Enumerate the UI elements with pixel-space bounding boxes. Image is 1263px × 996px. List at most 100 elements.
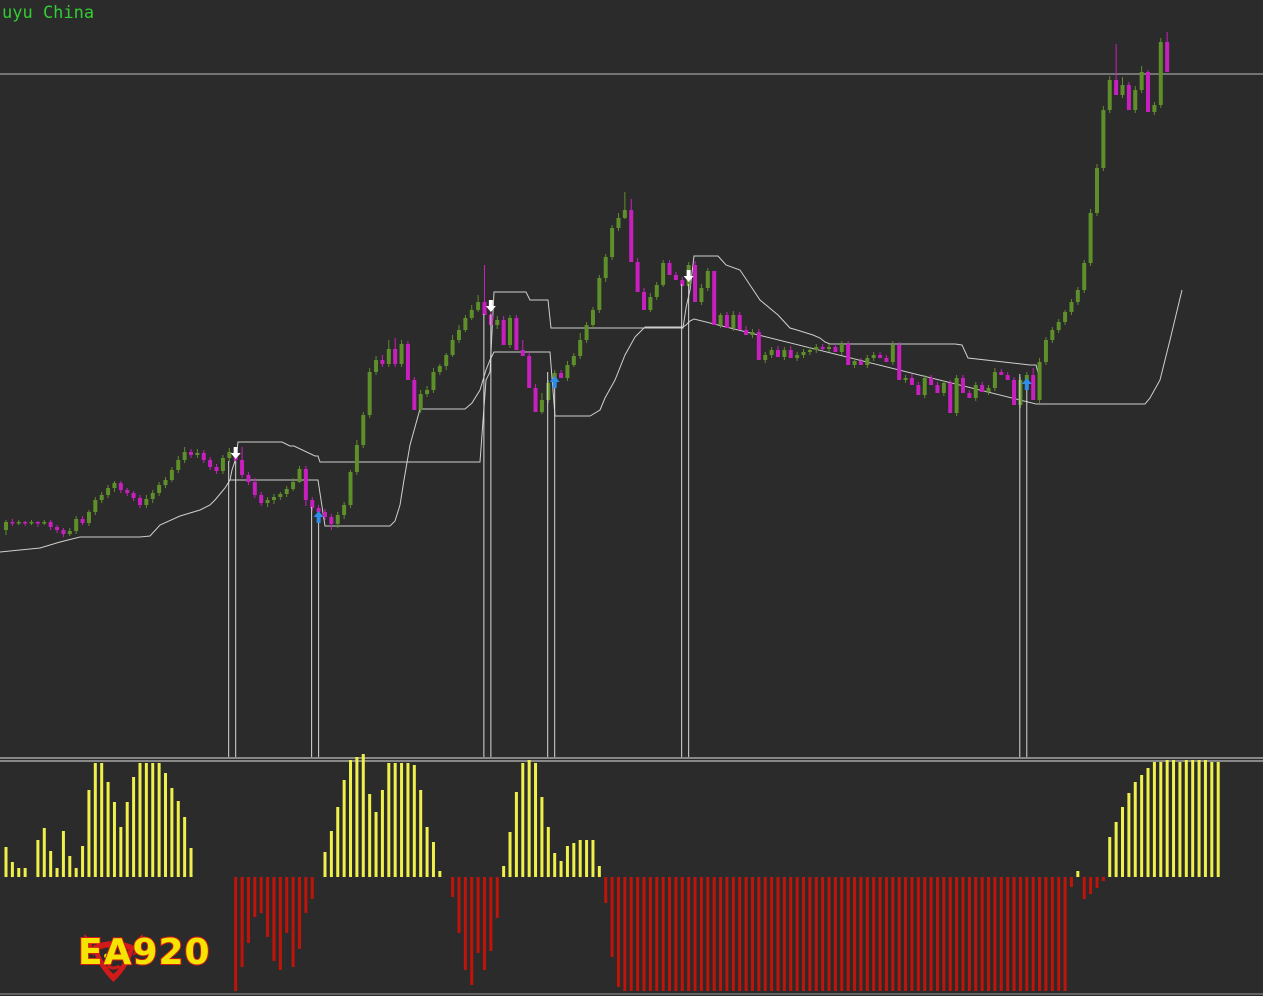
candle bbox=[999, 369, 1004, 375]
histogram-bar bbox=[1031, 877, 1035, 991]
candle-body bbox=[125, 490, 130, 493]
candle bbox=[1012, 377, 1017, 405]
candle-body bbox=[1088, 213, 1093, 263]
candle bbox=[871, 352, 876, 361]
candle-body bbox=[476, 302, 481, 310]
candle-body bbox=[750, 332, 755, 335]
candle-body bbox=[1063, 312, 1068, 322]
histogram-bar bbox=[310, 877, 314, 899]
candle bbox=[763, 352, 768, 363]
candle bbox=[980, 382, 985, 392]
candle-body bbox=[354, 445, 359, 472]
candle bbox=[756, 329, 761, 360]
histogram-bar bbox=[636, 877, 640, 991]
candle-body bbox=[680, 280, 685, 286]
candle bbox=[265, 497, 270, 507]
candle bbox=[106, 485, 111, 498]
candle-body bbox=[1120, 85, 1125, 95]
candle bbox=[329, 514, 334, 530]
candle bbox=[131, 491, 136, 501]
candle bbox=[833, 344, 838, 352]
candle bbox=[418, 390, 423, 413]
histogram-bar bbox=[738, 877, 742, 991]
window-title: uyu China bbox=[2, 3, 95, 23]
candle-body bbox=[131, 493, 136, 498]
candle-body bbox=[1075, 290, 1080, 302]
candle-body bbox=[240, 460, 245, 475]
candle bbox=[973, 382, 978, 401]
histogram-bar bbox=[719, 877, 723, 991]
histogram-bar bbox=[106, 782, 110, 877]
candle-body bbox=[412, 380, 417, 410]
candle bbox=[635, 258, 640, 292]
candle bbox=[405, 341, 410, 380]
histogram-bar bbox=[463, 877, 467, 970]
histogram-bar bbox=[1133, 782, 1137, 877]
histogram-bar bbox=[272, 877, 276, 961]
histogram-bar bbox=[808, 877, 812, 991]
histogram-bar bbox=[412, 765, 416, 877]
candle bbox=[1101, 106, 1106, 171]
candle bbox=[220, 455, 225, 474]
candle-body bbox=[807, 350, 812, 352]
candle-body bbox=[763, 355, 768, 360]
candle-body bbox=[150, 493, 155, 499]
histogram-bar bbox=[629, 877, 633, 991]
histogram-bar bbox=[119, 827, 123, 877]
histogram-bar bbox=[891, 877, 895, 991]
candle bbox=[1075, 287, 1080, 305]
candle-body bbox=[629, 210, 634, 262]
candle bbox=[884, 355, 889, 362]
candle bbox=[654, 282, 659, 300]
candle-body bbox=[323, 512, 327, 517]
candle bbox=[118, 481, 123, 493]
histogram-bar bbox=[1114, 822, 1118, 877]
histogram-bar bbox=[61, 831, 65, 877]
candle bbox=[629, 199, 634, 262]
candle-body bbox=[157, 485, 162, 493]
candle-body bbox=[55, 527, 60, 530]
candle-body bbox=[673, 275, 678, 280]
candle bbox=[1120, 77, 1125, 98]
candle-body bbox=[278, 494, 283, 497]
candle-body bbox=[839, 344, 844, 352]
candle-body bbox=[86, 512, 91, 523]
candle-body bbox=[329, 517, 334, 524]
candle-body bbox=[246, 475, 251, 482]
histogram-bar bbox=[100, 763, 104, 877]
histogram-bar bbox=[1012, 877, 1016, 991]
histogram-bar bbox=[565, 846, 569, 877]
candle bbox=[1094, 164, 1099, 216]
candle-body bbox=[642, 292, 646, 310]
histogram-bar bbox=[49, 851, 53, 877]
histogram-bar bbox=[342, 780, 346, 877]
candle-body bbox=[214, 467, 219, 471]
candle bbox=[514, 315, 519, 350]
candle-body bbox=[342, 505, 347, 515]
candle-body bbox=[182, 452, 187, 460]
candle-body bbox=[1050, 330, 1055, 340]
histogram-bar bbox=[164, 773, 167, 877]
candle-body bbox=[508, 318, 513, 345]
histogram-bar bbox=[291, 877, 295, 967]
candle-body bbox=[699, 288, 704, 302]
candle-body bbox=[724, 315, 729, 328]
candle bbox=[80, 516, 85, 525]
candle bbox=[386, 340, 391, 367]
histogram-bar bbox=[712, 877, 716, 991]
candle bbox=[176, 456, 181, 473]
candle-body bbox=[176, 460, 181, 470]
candle-body bbox=[399, 344, 404, 364]
candle bbox=[992, 368, 997, 391]
candle bbox=[35, 521, 40, 527]
candle bbox=[163, 477, 168, 488]
candle-body bbox=[929, 378, 934, 385]
histogram-bar bbox=[285, 877, 289, 933]
histogram-bar bbox=[183, 817, 187, 877]
brand-name: EA920 bbox=[77, 931, 211, 974]
candle-body bbox=[1152, 105, 1157, 112]
histogram-bar bbox=[419, 790, 423, 877]
candle-body bbox=[1018, 380, 1023, 405]
candle bbox=[48, 520, 53, 530]
